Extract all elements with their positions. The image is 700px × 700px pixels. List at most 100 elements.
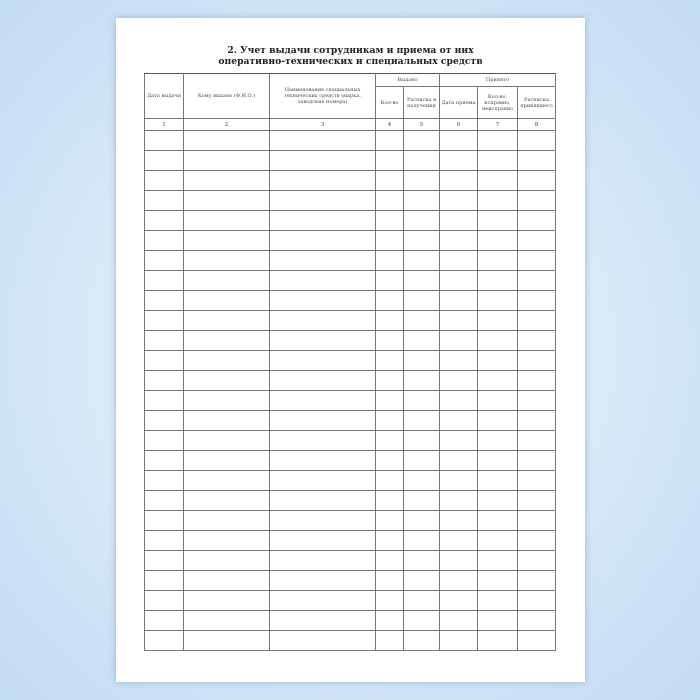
table-cell xyxy=(269,510,376,531)
table-cell xyxy=(439,550,478,571)
header-qty-condition: Кол-во, исправно, неисправно xyxy=(477,86,518,119)
table-cell xyxy=(477,350,518,371)
table-cell xyxy=(144,490,184,511)
table-cell xyxy=(269,410,376,431)
table-cell xyxy=(439,350,478,371)
table-cell xyxy=(403,310,440,331)
table-cell xyxy=(375,450,404,471)
table-cell xyxy=(144,530,184,551)
table-cell xyxy=(375,270,404,291)
table-cell xyxy=(439,170,478,191)
header-receiver-signature: Расписка принявшего xyxy=(516,86,557,119)
table-cell xyxy=(183,150,270,171)
table-cell xyxy=(144,270,184,291)
table-cell xyxy=(439,370,478,391)
table-cell xyxy=(477,270,518,291)
table-cell xyxy=(144,470,184,491)
table-cell xyxy=(439,530,478,551)
table-cell xyxy=(144,210,184,231)
table-cell xyxy=(477,510,518,531)
column-number: 4 xyxy=(375,118,404,131)
table-cell xyxy=(269,610,376,631)
table-cell xyxy=(183,330,270,351)
table-cell xyxy=(269,230,376,251)
table-cell xyxy=(375,390,404,411)
table-cell xyxy=(375,590,404,611)
table-cell xyxy=(269,370,376,391)
table-row xyxy=(144,330,557,351)
table-cell xyxy=(516,390,557,411)
table-cell xyxy=(144,390,184,411)
table-row xyxy=(144,190,557,211)
table-cell xyxy=(403,470,440,491)
table-cell xyxy=(477,430,518,451)
table-cell xyxy=(403,210,440,231)
table-cell xyxy=(516,550,557,571)
table-row xyxy=(144,310,557,331)
table-cell xyxy=(403,150,440,171)
table-cell xyxy=(183,410,270,431)
table-row xyxy=(144,370,557,391)
table-row xyxy=(144,590,557,611)
table-cell xyxy=(439,570,478,591)
table-cell xyxy=(375,170,404,191)
table-cell xyxy=(477,590,518,611)
table-cell xyxy=(439,290,478,311)
table-cell xyxy=(403,410,440,431)
table-cell xyxy=(477,250,518,271)
table-cell xyxy=(269,270,376,291)
table-row xyxy=(144,390,557,411)
table-cell xyxy=(269,170,376,191)
table-cell xyxy=(477,150,518,171)
table-cell xyxy=(477,530,518,551)
table-cell xyxy=(144,510,184,531)
table-cell xyxy=(403,270,440,291)
table-cell xyxy=(375,330,404,351)
header-qty: Кол-во xyxy=(375,86,404,119)
table-cell xyxy=(439,130,478,151)
table-cell xyxy=(375,430,404,451)
table-cell xyxy=(439,150,478,171)
table-cell xyxy=(477,310,518,331)
table-cell xyxy=(516,630,557,651)
table-row xyxy=(144,490,557,511)
table-cell xyxy=(403,510,440,531)
table-cell xyxy=(403,370,440,391)
table-cell xyxy=(516,330,557,351)
table-cell xyxy=(477,610,518,631)
table-row xyxy=(144,470,557,491)
table-cell xyxy=(516,210,557,231)
table-cell xyxy=(439,590,478,611)
form-title: 2. Учет выдачи сотрудникам и приема от н… xyxy=(116,45,585,67)
table-cell xyxy=(477,210,518,231)
header-date-accept: Дата приема xyxy=(439,86,478,119)
table-cell xyxy=(144,410,184,431)
table-cell xyxy=(439,630,478,651)
table-cell xyxy=(144,290,184,311)
table-cell xyxy=(439,310,478,331)
header-accepted-group: Принято xyxy=(438,73,557,87)
table-row xyxy=(144,630,557,651)
table-cell xyxy=(375,190,404,211)
column-number: 5 xyxy=(403,118,440,131)
column-number: 7 xyxy=(477,118,518,131)
table-cell xyxy=(269,530,376,551)
table-cell xyxy=(144,250,184,271)
table-cell xyxy=(375,130,404,151)
table-cell xyxy=(144,610,184,631)
table-cell xyxy=(477,550,518,571)
table-cell xyxy=(516,370,557,391)
table-cell xyxy=(144,630,184,651)
table-cell xyxy=(375,290,404,311)
table-cell xyxy=(183,550,270,571)
table-cell xyxy=(477,490,518,511)
table-cell xyxy=(516,490,557,511)
table-cell xyxy=(375,630,404,651)
table-cell xyxy=(516,270,557,291)
table-cell xyxy=(439,210,478,231)
table-cell xyxy=(183,390,270,411)
table-cell xyxy=(183,170,270,191)
table-cell xyxy=(375,410,404,431)
table-cell xyxy=(375,210,404,231)
table-cell xyxy=(516,590,557,611)
